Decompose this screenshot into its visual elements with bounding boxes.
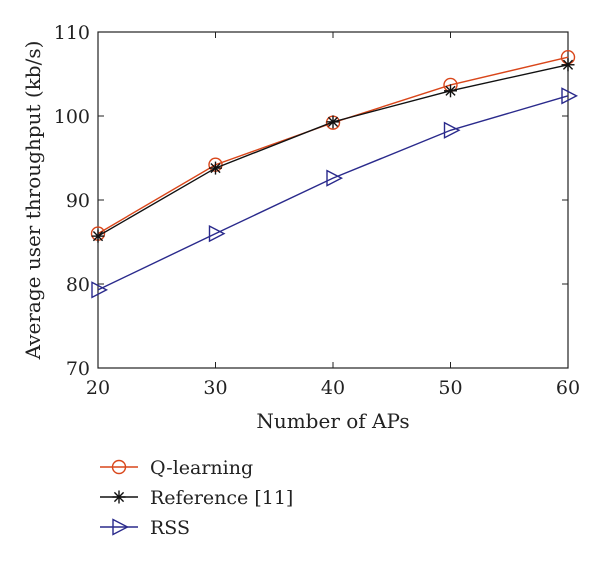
data-point xyxy=(91,229,105,243)
y-tick-label: 90 xyxy=(66,190,90,212)
asterisk-stroke xyxy=(113,491,125,503)
data-point xyxy=(326,169,344,187)
legend-marker xyxy=(112,490,126,504)
asterisk-stroke xyxy=(327,116,339,127)
y-tick-label: 110 xyxy=(54,22,90,44)
y-tick-label: 70 xyxy=(66,358,90,380)
legend-label: Reference [11] xyxy=(150,487,293,509)
data-point xyxy=(326,115,340,129)
x-axis-label: Number of APs xyxy=(256,409,409,433)
legend-entry: Q-learning xyxy=(100,457,253,479)
y-tick-label: 100 xyxy=(54,106,90,128)
data-point xyxy=(208,224,226,243)
data-point xyxy=(209,161,222,175)
legend-entry: RSS xyxy=(100,517,190,539)
series-line xyxy=(97,64,569,237)
data-point xyxy=(561,58,575,72)
asterisk-stroke xyxy=(92,231,104,242)
series-line xyxy=(97,95,569,291)
asterisk-stroke xyxy=(445,85,456,96)
x-tick-label: 50 xyxy=(438,377,462,399)
legend-marker xyxy=(112,518,130,536)
asterisk-stroke xyxy=(210,162,221,174)
legend-entry: Reference [11] xyxy=(100,487,293,509)
axis-ticks: 20 30 40 50 60 70 80 90 100 110 xyxy=(54,22,580,399)
data-point xyxy=(561,87,579,105)
legend-label: Q-learning xyxy=(150,457,253,479)
series-reference-11 xyxy=(91,58,575,243)
data-point xyxy=(444,84,457,98)
plot-frame xyxy=(97,31,569,369)
x-tick-label: 40 xyxy=(321,377,345,399)
legend: Q-learning Reference [11] RSS xyxy=(100,457,293,539)
y-tick-label: 80 xyxy=(66,274,90,296)
x-tick-label: 30 xyxy=(203,377,227,399)
legend-marker xyxy=(111,459,127,475)
series-rss xyxy=(91,87,579,299)
series-layer xyxy=(90,50,579,299)
series-line xyxy=(97,56,569,235)
y-axis-label: Average user throughput (kb/s) xyxy=(21,41,45,361)
data-point xyxy=(443,121,461,139)
x-tick-label: 60 xyxy=(556,377,580,399)
legend-label: RSS xyxy=(150,517,190,539)
asterisk-stroke xyxy=(562,59,574,70)
data-point xyxy=(91,281,109,299)
x-tick-label: 20 xyxy=(86,377,110,399)
